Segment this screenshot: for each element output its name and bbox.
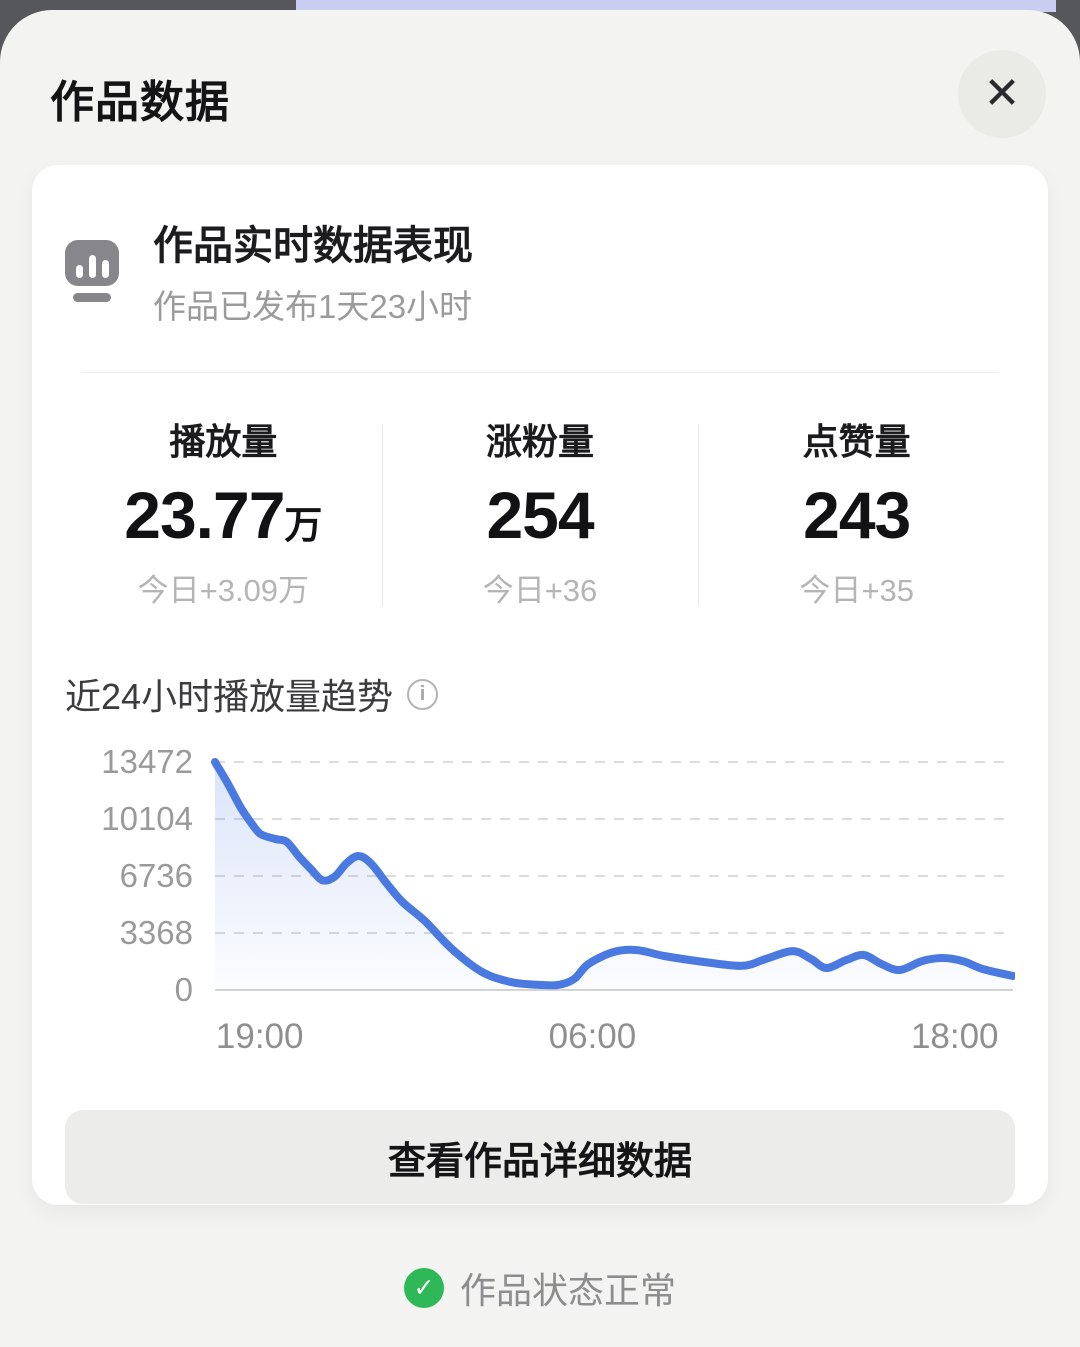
card-header-text: 作品实时数据表现 作品已发布1天23小时 bbox=[153, 222, 473, 328]
stat-delta: 今日+35 bbox=[799, 573, 914, 608]
card-header: 作品实时数据表现 作品已发布1天23小时 bbox=[65, 222, 1015, 328]
check-icon: ✓ bbox=[403, 1268, 444, 1308]
stat-label: 涨粉量 bbox=[486, 421, 595, 462]
x-tick-label: 06:00 bbox=[549, 1017, 637, 1056]
stat-followers: 涨粉量 254 今日+36 bbox=[381, 413, 699, 610]
info-icon[interactable]: i bbox=[407, 678, 439, 710]
x-tick-label: 18:00 bbox=[911, 1017, 999, 1056]
y-tick-label: 0 bbox=[175, 971, 193, 1008]
y-tick-label: 10104 bbox=[101, 800, 193, 837]
stat-delta: 今日+36 bbox=[482, 573, 598, 608]
card-title: 作品实时数据表现 bbox=[153, 224, 473, 268]
chart-title: 近24小时播放量趋势 bbox=[65, 676, 394, 717]
modal-sheet: 作品数据 ✕ 作品实时数据表现 作品已发布1天23小时 播放量 23.77万 今… bbox=[0, 10, 1080, 1347]
stat-value: 23.77万 bbox=[124, 478, 323, 552]
detail-button[interactable]: 查看作品详细数据 bbox=[65, 1110, 1015, 1204]
stat-label: 点赞量 bbox=[802, 421, 911, 462]
modal-title: 作品数据 bbox=[50, 78, 230, 127]
close-icon: ✕ bbox=[983, 69, 1021, 118]
stat-value: 243 bbox=[803, 478, 911, 552]
stat-views: 播放量 23.77万 今日+3.09万 bbox=[65, 413, 382, 610]
chart-title-row: 近24小时播放量趋势 i bbox=[65, 668, 1015, 720]
stat-label: 播放量 bbox=[169, 421, 278, 462]
bar-chart-monitor-icon bbox=[65, 240, 119, 302]
x-tick-label: 19:00 bbox=[216, 1017, 304, 1056]
background-app-strip bbox=[296, 0, 1056, 12]
stat-value: 254 bbox=[486, 478, 594, 552]
views-trend-chart: 13472 10104 6736 3368 0 19:00 06:00 18:00 bbox=[101, 743, 1015, 1056]
close-button[interactable]: ✕ bbox=[958, 50, 1046, 138]
y-tick-label: 3368 bbox=[120, 914, 193, 951]
status-text: 作品状态正常 bbox=[459, 1270, 676, 1311]
status-row: ✓ 作品状态正常 bbox=[0, 1262, 1080, 1314]
stat-delta: 今日+3.09万 bbox=[137, 573, 310, 608]
y-tick-label: 6736 bbox=[120, 857, 193, 894]
trend-line bbox=[211, 758, 1015, 990]
trend-area bbox=[215, 762, 1013, 990]
y-tick-label: 13472 bbox=[101, 743, 193, 780]
divider bbox=[81, 372, 999, 373]
stat-likes: 点赞量 243 今日+35 bbox=[698, 413, 1015, 610]
stats-card: 作品实时数据表现 作品已发布1天23小时 播放量 23.77万 今日+3.09万… bbox=[32, 165, 1048, 1205]
card-subtitle: 作品已发布1天23小时 bbox=[153, 288, 473, 325]
stat-unit: 万 bbox=[284, 505, 323, 547]
stats-row: 播放量 23.77万 今日+3.09万 涨粉量 254 今日+36 点赞量 24… bbox=[65, 413, 1015, 610]
